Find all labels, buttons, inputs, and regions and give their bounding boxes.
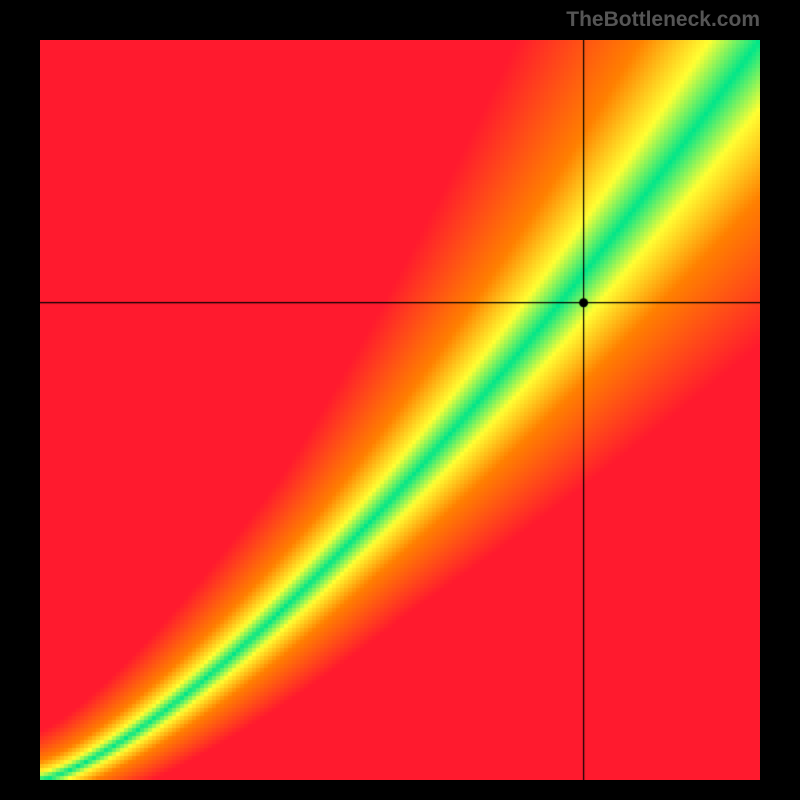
bottleneck-heatmap [40, 40, 760, 780]
attribution-label: TheBottleneck.com [566, 8, 760, 32]
